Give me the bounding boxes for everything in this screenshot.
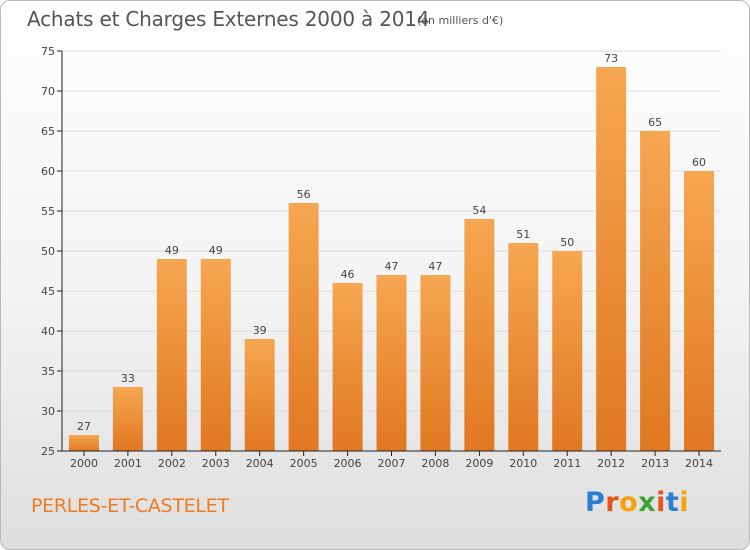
chart-unit: (en milliers d'€) bbox=[417, 14, 504, 27]
x-tick-label: 2010 bbox=[509, 457, 537, 470]
axes: 25 30 35 40 45 50 55 60 65 70 75 2000 2001 2002 2003 20… bbox=[41, 45, 721, 470]
data-label: 33 bbox=[121, 372, 135, 385]
y-tick-label: 75 bbox=[41, 45, 55, 58]
bar bbox=[464, 219, 495, 451]
data-label: 56 bbox=[297, 188, 311, 201]
logo-letter: P bbox=[585, 487, 606, 518]
x-tick-label: 2008 bbox=[421, 457, 449, 470]
data-label: 51 bbox=[516, 228, 530, 241]
data-label: 50 bbox=[560, 236, 574, 249]
x-tick-label: 2011 bbox=[553, 457, 581, 470]
logo-letter: i bbox=[656, 487, 666, 518]
bar bbox=[244, 339, 275, 451]
data-label: 60 bbox=[692, 156, 706, 169]
x-tick-label: 2003 bbox=[202, 457, 230, 470]
bar bbox=[288, 203, 319, 451]
x-tick-label: 2001 bbox=[114, 457, 142, 470]
x-tick-label: 2014 bbox=[685, 457, 713, 470]
data-label: 65 bbox=[648, 116, 662, 129]
y-tick-label: 45 bbox=[41, 285, 55, 298]
x-tick-label: 2009 bbox=[465, 457, 493, 470]
bar bbox=[376, 275, 407, 451]
y-tick-label: 25 bbox=[41, 445, 55, 458]
y-tick-label: 50 bbox=[41, 245, 55, 258]
data-label: 47 bbox=[428, 260, 442, 273]
bar bbox=[332, 283, 363, 451]
x-tick-label: 2013 bbox=[641, 457, 669, 470]
bar bbox=[684, 171, 715, 451]
bar bbox=[420, 275, 451, 451]
logo-letter: o bbox=[619, 487, 639, 518]
data-label: 46 bbox=[341, 268, 355, 281]
y-tick-label: 40 bbox=[41, 325, 55, 338]
logo-letter: i bbox=[679, 487, 690, 518]
data-label: 49 bbox=[209, 244, 223, 257]
chart-title: Achats et Charges Externes 2000 à 2014 bbox=[27, 7, 430, 31]
y-tick-label: 65 bbox=[41, 125, 55, 138]
y-tick-label: 70 bbox=[41, 85, 55, 98]
y-tick-label: 30 bbox=[41, 405, 55, 418]
x-tick-label: 2005 bbox=[290, 457, 318, 470]
bar bbox=[552, 251, 583, 451]
bar bbox=[508, 243, 539, 451]
bar bbox=[112, 387, 143, 451]
proxiti-logo: Proxiti bbox=[585, 487, 689, 518]
bar bbox=[596, 67, 627, 451]
logo-letter: t bbox=[665, 487, 680, 518]
y-tick-label: 35 bbox=[41, 365, 55, 378]
data-label: 39 bbox=[253, 324, 267, 337]
x-tick-label: 2012 bbox=[597, 457, 625, 470]
bar bbox=[68, 435, 99, 451]
logo-letter: r bbox=[605, 487, 620, 518]
y-tick-label: 60 bbox=[41, 165, 55, 178]
y-tick-label: 55 bbox=[41, 205, 55, 218]
x-tick-label: 2004 bbox=[246, 457, 274, 470]
logo-letter: x bbox=[638, 487, 657, 518]
data-label: 49 bbox=[165, 244, 179, 257]
x-tick-label: 2000 bbox=[70, 457, 98, 470]
data-label: 47 bbox=[385, 260, 399, 273]
x-tick-label: 2006 bbox=[334, 457, 362, 470]
data-label: 54 bbox=[472, 204, 486, 217]
x-tick-label: 2002 bbox=[158, 457, 186, 470]
place-name: PERLES-ET-CASTELET bbox=[31, 495, 229, 517]
bar bbox=[156, 259, 187, 451]
x-tick-label: 2007 bbox=[378, 457, 406, 470]
data-label: 73 bbox=[604, 52, 618, 65]
data-labels: 27 33 49 49 39 56 46 47 47 54 51 50 73 65 60 bbox=[77, 52, 706, 433]
data-label: 27 bbox=[77, 420, 91, 433]
bar bbox=[200, 259, 231, 451]
bar bbox=[640, 131, 671, 451]
bars bbox=[68, 67, 715, 451]
